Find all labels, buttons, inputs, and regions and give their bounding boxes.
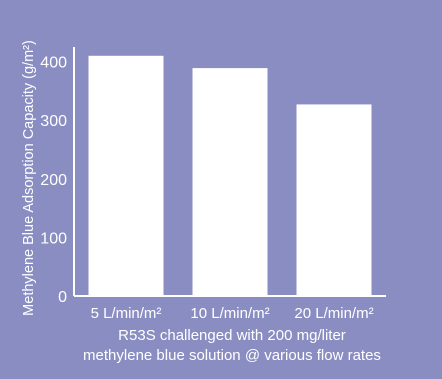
- y-tick-label: 300: [40, 113, 67, 130]
- bar: [296, 104, 372, 296]
- bar: [88, 55, 164, 296]
- y-axis-title: Methylene Blue Adsorption Capacity (g/m²…: [21, 40, 37, 316]
- chart-caption-line-2: methylene blue solution @ various flow r…: [83, 347, 381, 364]
- y-tick-label: 0: [58, 289, 67, 306]
- x-category-label: 20 L/min/m²: [294, 305, 373, 322]
- y-tick-label: 100: [40, 230, 67, 247]
- y-tick-label: 200: [40, 172, 67, 189]
- y-tick-label: 400: [40, 55, 67, 72]
- chart-caption-line-1: R53S challenged with 200 mg/liter: [118, 327, 346, 344]
- bar: [192, 68, 268, 296]
- x-category-label: 5 L/min/m²: [91, 305, 162, 322]
- x-category-label: 10 L/min/m²: [190, 305, 269, 322]
